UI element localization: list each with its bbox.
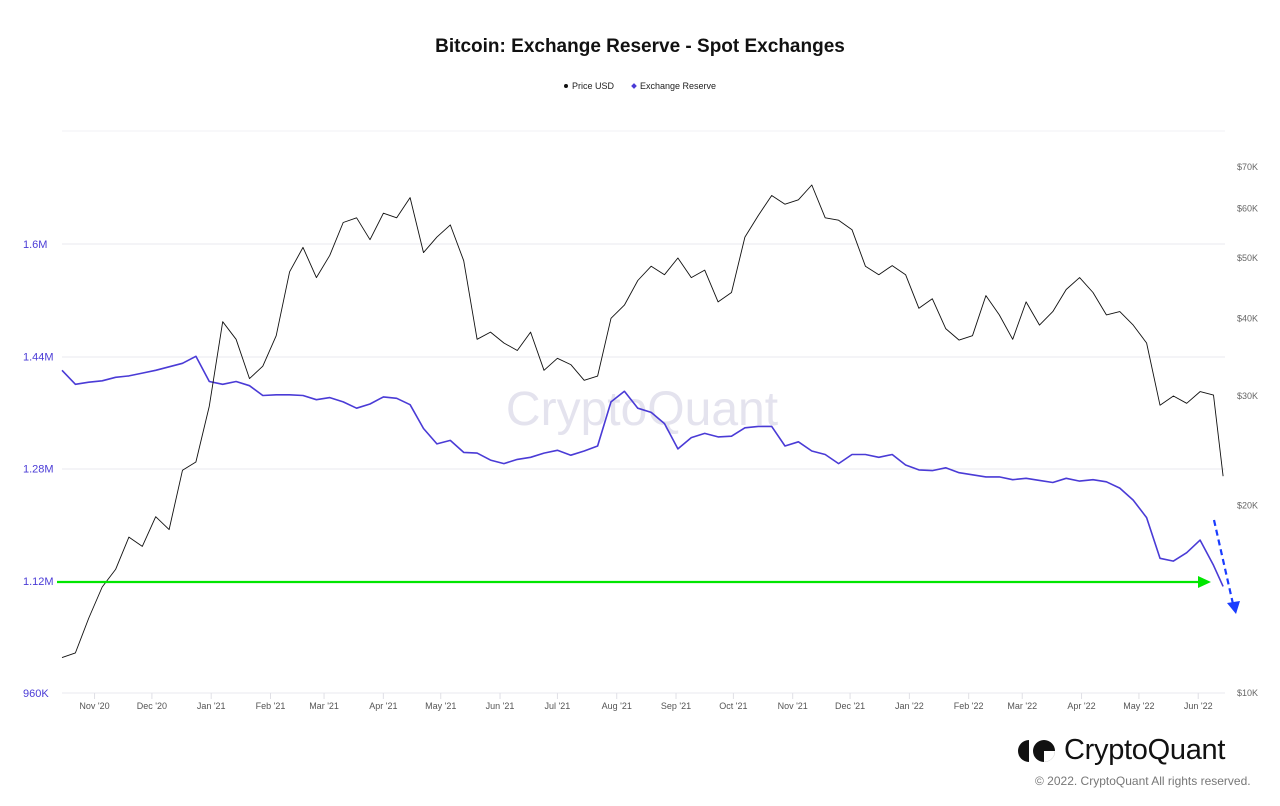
svg-text:Jan '21: Jan '21: [197, 701, 226, 711]
svg-text:Feb '21: Feb '21: [256, 701, 286, 711]
legend-item-price[interactable]: Price USD: [563, 81, 614, 91]
legend-dot-icon: [563, 84, 568, 88]
support-arrow-annotation: [57, 576, 1211, 588]
copyright-text: © 2022. CryptoQuant All rights reserved.: [1035, 774, 1251, 788]
left-y-axis: 960K 1.12M 1.28M 1.44M 1.6M: [23, 239, 54, 700]
brand-name: CryptoQuant: [1064, 734, 1226, 766]
svg-text:$50K: $50K: [1237, 253, 1258, 263]
svg-text:May '22: May '22: [1123, 701, 1154, 711]
downtrend-arrow-annotation: [1212, 519, 1240, 614]
cryptoquant-logo-icon: [1018, 739, 1055, 762]
svg-text:1.6M: 1.6M: [23, 239, 47, 251]
x-axis: Nov '20 Dec '20 Jan '21 Feb '21 Mar '21 Apr '…: [79, 693, 1213, 711]
svg-text:Jan '22: Jan '22: [895, 701, 924, 711]
svg-text:1.12M: 1.12M: [23, 576, 54, 588]
svg-text:Jul '21: Jul '21: [545, 701, 571, 711]
svg-text:1.44M: 1.44M: [23, 351, 54, 363]
svg-text:Nov '21: Nov '21: [778, 701, 808, 711]
exchange-reserve-series: [61, 355, 1224, 587]
gridlines: [62, 130, 1225, 694]
svg-text:Mar '21: Mar '21: [309, 701, 339, 711]
svg-text:Mar '22: Mar '22: [1007, 701, 1037, 711]
svg-text:Feb '22: Feb '22: [954, 701, 984, 711]
legend-label: Price USD: [571, 81, 614, 91]
svg-text:$10K: $10K: [1237, 688, 1258, 698]
legend-label: Exchange Reserve: [639, 81, 717, 91]
svg-text:$30K: $30K: [1237, 391, 1258, 401]
svg-text:May '21: May '21: [425, 701, 456, 711]
svg-text:$60K: $60K: [1237, 204, 1258, 214]
svg-text:$70K: $70K: [1237, 162, 1258, 172]
svg-text:Apr '22: Apr '22: [1067, 701, 1095, 711]
legend-item-reserve[interactable]: Exchange Reserve: [631, 81, 717, 91]
svg-text:Jun '22: Jun '22: [1184, 701, 1213, 711]
price-usd-series: [61, 184, 1224, 659]
svg-text:Sep '21: Sep '21: [661, 701, 691, 711]
svg-text:1.28M: 1.28M: [23, 464, 54, 476]
svg-text:Oct '21: Oct '21: [719, 701, 747, 711]
svg-text:960K: 960K: [23, 688, 49, 700]
svg-text:Jun '21: Jun '21: [486, 701, 515, 711]
svg-text:Apr '21: Apr '21: [369, 701, 397, 711]
svg-text:Nov '20: Nov '20: [79, 701, 109, 711]
svg-text:Dec '20: Dec '20: [137, 701, 167, 711]
chart-title: Bitcoin: Exchange Reserve - Spot Exchang…: [435, 36, 845, 57]
svg-text:$40K: $40K: [1237, 313, 1258, 323]
svg-text:Dec '21: Dec '21: [835, 701, 865, 711]
brand-logo: CryptoQuant: [1018, 734, 1225, 767]
svg-text:Aug '21: Aug '21: [602, 701, 632, 711]
svg-text:$20K: $20K: [1237, 501, 1258, 511]
right-y-axis: $10K $20K $30K $40K $50K $60K $70K: [1237, 162, 1258, 698]
chart-legend: Price USD Exchange Reserve: [0, 81, 1280, 91]
